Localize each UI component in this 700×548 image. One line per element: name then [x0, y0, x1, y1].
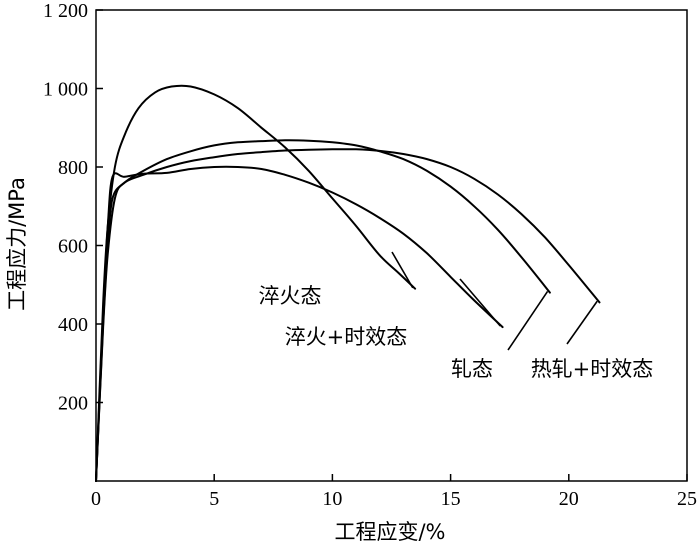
y-tick-label: 1 200 — [43, 0, 88, 22]
y-tick-label: 800 — [58, 157, 88, 179]
x-tick-label: 15 — [441, 488, 461, 510]
x-tick-label: 25 — [677, 488, 697, 510]
annotation-label-hot-rolled-aged: 热轧+时效态 — [531, 357, 654, 381]
annotation-leader-quenched-aged — [459, 278, 501, 327]
y-tick-label: 200 — [58, 393, 88, 415]
y-tick-label: 400 — [58, 314, 88, 336]
plot-frame — [95, 9, 688, 482]
annotation-leader-hot-rolled-aged — [566, 300, 598, 345]
series-line-quenched-aged — [95, 165, 504, 482]
x-tick-label: 0 — [91, 488, 101, 510]
y-tick-label: 600 — [58, 236, 88, 258]
y-tick-label: 1 000 — [43, 79, 88, 101]
series-line-quenched — [95, 84, 417, 482]
y-axis-title: 工程应力/MPa — [5, 177, 29, 311]
x-tick-label: 10 — [322, 488, 342, 510]
x-tick-label: 20 — [559, 488, 579, 510]
curve-group — [95, 84, 601, 482]
x-axis-title: 工程应变/% — [334, 520, 445, 544]
annotation-label-rolled: 轧态 — [451, 357, 493, 381]
series-line-rolled — [95, 139, 551, 482]
series-line-hot-rolled-aged — [95, 148, 601, 482]
annotation-label-quenched: 淬火态 — [259, 284, 322, 308]
tick-group: 0 5 10 15 20 25 200 400 600 800 1 000 1 200 — [43, 0, 697, 510]
annotation-leader-quenched — [391, 251, 414, 289]
plot-area — [95, 9, 688, 482]
x-tick-label: 5 — [209, 488, 219, 510]
annotation-label-quenched-aged: 淬火+时效态 — [285, 325, 408, 349]
annotation-leader-rolled — [507, 290, 549, 351]
